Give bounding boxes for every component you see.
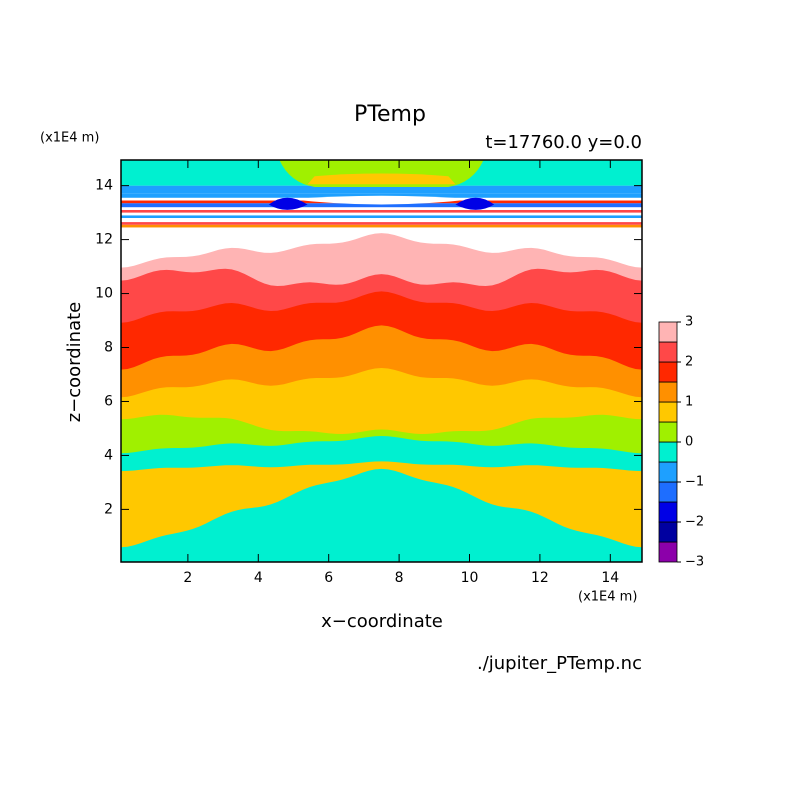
colorbar-swatch — [658, 441, 678, 463]
contour-band — [121, 185, 642, 194]
contour-band — [121, 203, 642, 208]
colorbar-swatch — [658, 341, 678, 363]
colorbar-tick-label: 0 — [685, 435, 693, 450]
y-tick-label: 8 — [104, 340, 113, 356]
chart-subtitle: t=17760.0 y=0.0 — [485, 132, 642, 153]
colorbar-swatch — [658, 481, 678, 503]
x-tick-label: 12 — [531, 570, 549, 586]
colorbar-tick-label: −1 — [685, 475, 704, 490]
colorbar-swatch — [658, 541, 678, 563]
colorbar-swatch — [658, 321, 678, 343]
contour-field — [121, 160, 642, 562]
contour-band — [268, 197, 495, 210]
x-unit: (x1E4 m) — [578, 590, 637, 605]
x-tick-label: 10 — [461, 570, 479, 586]
contour-band — [289, 195, 474, 205]
colorbar-swatch — [658, 361, 678, 383]
colorbar-swatch — [658, 421, 678, 443]
contour-band — [121, 212, 642, 216]
colorbar-swatch — [658, 501, 678, 523]
colorbar-swatch — [658, 521, 678, 543]
y-tick-label: 6 — [104, 393, 113, 409]
x-tick-label: 14 — [601, 570, 619, 586]
colorbar-swatch — [658, 461, 678, 483]
y-tick-label: 14 — [95, 178, 113, 194]
contour-band — [121, 218, 642, 223]
colorbar-tick-label: 2 — [685, 355, 693, 370]
footnote: ./jupiter_PTemp.nc — [477, 653, 642, 674]
contour-band — [307, 173, 456, 185]
x-tick-label: 6 — [324, 570, 333, 586]
x-tick-label: 8 — [395, 570, 404, 586]
x-axis-label: x−coordinate — [321, 611, 443, 632]
colorbar-tick-label: 1 — [685, 395, 693, 410]
y-tick-label: 4 — [104, 447, 113, 463]
colorbar-tick-label: −2 — [685, 515, 704, 530]
contour-band — [121, 207, 642, 210]
colorbar-swatch — [658, 381, 678, 403]
colorbar-swatch — [658, 401, 678, 423]
contour-band — [121, 222, 642, 225]
colorbar-tick-label: 3 — [685, 315, 693, 330]
x-tick-label: 2 — [183, 570, 192, 586]
x-tick-label: 4 — [254, 570, 263, 586]
y-tick-label: 10 — [95, 286, 113, 302]
y-axis-label: z−coordinate — [64, 302, 85, 423]
colorbar-tick-label: −3 — [685, 555, 704, 570]
contour-band — [121, 215, 642, 219]
y-tick-label: 2 — [104, 501, 113, 517]
y-tick-label: 12 — [95, 232, 113, 248]
contour-band — [121, 209, 642, 213]
chart-title: PTemp — [354, 102, 426, 127]
plot-frame — [120, 159, 643, 563]
y-unit: (x1E4 m) — [40, 131, 99, 146]
contour-band — [121, 224, 642, 228]
